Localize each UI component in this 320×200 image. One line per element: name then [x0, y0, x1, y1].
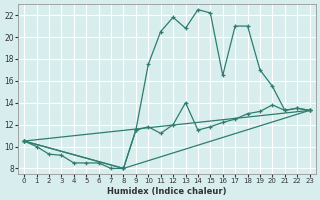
X-axis label: Humidex (Indice chaleur): Humidex (Indice chaleur)	[107, 187, 227, 196]
